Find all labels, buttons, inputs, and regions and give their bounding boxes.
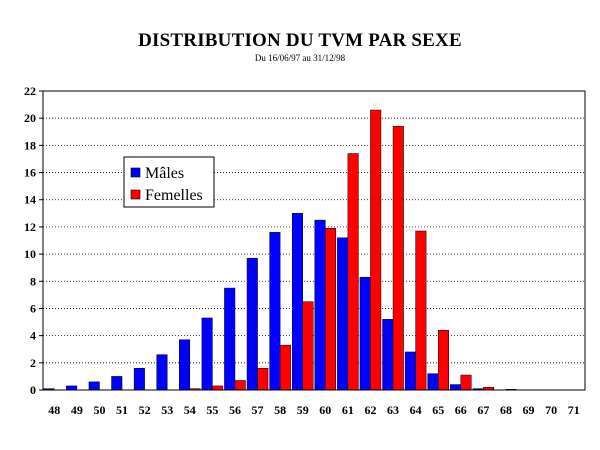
legend-label-females: Femelles — [145, 187, 203, 204]
bar-females-60 — [325, 228, 337, 391]
x-tick-label: 56 — [229, 403, 241, 417]
y-tick-label: 6 — [30, 301, 36, 315]
bar-males-63 — [382, 319, 394, 391]
bar-males-52 — [133, 368, 145, 391]
bar-males-65 — [427, 373, 439, 391]
x-tick-label: 49 — [71, 403, 83, 417]
y-axis: 0 2 4 6 8 10 12 14 16 18 20 22 — [24, 84, 43, 397]
x-tick-label: 54 — [184, 403, 196, 417]
x-axis: 48 49 50 51 52 53 54 55 56 57 58 59 60 61 62 63 64 65 66 67… — [48, 403, 579, 417]
legend-swatch-males — [130, 167, 141, 178]
y-tick-label: 2 — [30, 356, 36, 370]
x-tick-label: 59 — [297, 403, 309, 417]
x-tick-label: 52 — [139, 403, 151, 417]
y-tick-label: 0 — [30, 383, 36, 397]
y-tick-label: 16 — [24, 166, 36, 180]
y-tick-label: 8 — [30, 274, 36, 288]
x-tick-label: 63 — [387, 403, 399, 417]
x-tick-label: 51 — [116, 403, 128, 417]
y-tick-label: 22 — [24, 84, 36, 98]
bar-females-61 — [347, 153, 359, 391]
x-tick-label: 60 — [319, 403, 331, 417]
x-tick-label: 67 — [477, 403, 489, 417]
x-tick-label: 50 — [93, 403, 105, 417]
bars — [43, 109, 517, 391]
bar-females-56 — [234, 380, 246, 391]
legend-swatch-females — [130, 189, 141, 200]
bar-males-56 — [224, 287, 236, 391]
legend: Mâles Femelles — [123, 156, 215, 208]
bar-females-59 — [302, 301, 314, 391]
y-tick-label: 12 — [24, 220, 36, 234]
bar-males-64 — [404, 351, 416, 391]
bar-females-55 — [212, 385, 224, 391]
x-tick-label: 65 — [432, 403, 444, 417]
x-tick-label: 61 — [342, 403, 354, 417]
x-tick-label: 53 — [161, 403, 173, 417]
x-tick-label: 64 — [410, 403, 422, 417]
x-tick-label: 57 — [252, 403, 264, 417]
bar-females-62 — [370, 109, 382, 391]
bar-males-49 — [66, 385, 78, 391]
y-tick-label: 10 — [24, 247, 36, 261]
x-tick-label: 69 — [523, 403, 535, 417]
bar-males-59 — [291, 213, 303, 391]
legend-label-males: Mâles — [145, 165, 184, 182]
bar-males-66 — [450, 384, 462, 391]
y-tick-label: 14 — [24, 193, 36, 207]
x-tick-label: 70 — [545, 403, 557, 417]
y-tick-label: 4 — [30, 329, 36, 343]
y-tick-label: 18 — [24, 138, 36, 152]
x-tick-label: 48 — [48, 403, 60, 417]
y-tick-label: 20 — [24, 111, 36, 125]
x-tick-label: 55 — [206, 403, 218, 417]
x-tick-label: 58 — [274, 403, 286, 417]
bar-females-66 — [460, 374, 472, 391]
bar-males-61 — [337, 237, 349, 391]
x-tick-label: 62 — [364, 403, 376, 417]
plot-frame — [42, 90, 586, 391]
bar-males-51 — [111, 376, 123, 391]
bar-females-64 — [415, 230, 427, 391]
x-tick-label: 71 — [568, 403, 580, 417]
x-tick-label: 66 — [455, 403, 467, 417]
chart-title: DISTRIBUTION DU TVM PAR SEXE — [138, 30, 462, 51]
bar-females-63 — [392, 126, 404, 391]
bar-females-57 — [257, 368, 269, 391]
bar-males-57 — [246, 257, 258, 391]
x-tick-label: 68 — [500, 403, 512, 417]
bar-males-54 — [179, 339, 191, 391]
bar-males-50 — [88, 381, 100, 391]
bar-males-62 — [359, 276, 371, 391]
bar-females-65 — [437, 329, 449, 391]
bar-males-60 — [314, 219, 326, 391]
bar-females-58 — [279, 344, 291, 391]
chart-subtitle: Du 16/06/97 au 31/12/98 — [254, 53, 346, 63]
bar-males-53 — [156, 354, 168, 391]
bar-males-55 — [201, 317, 213, 391]
bar-males-58 — [269, 232, 281, 391]
gridlines — [43, 117, 585, 364]
